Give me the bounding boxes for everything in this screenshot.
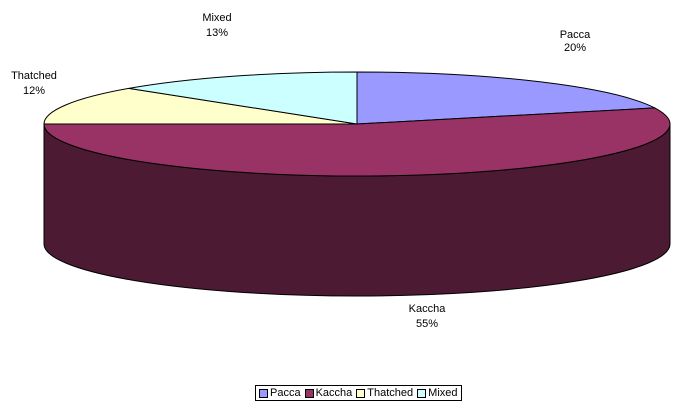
slice-label-kaccha-name: Kaccha: [409, 303, 447, 315]
slice-label-mixed-name: Mixed: [202, 12, 231, 24]
legend-label-thatched: Thatched: [367, 387, 414, 399]
pie-slice-pacca: [356, 71, 657, 125]
pie-slice-mixed: [128, 71, 358, 125]
slice-label-pacca-name: Pacca: [560, 29, 591, 41]
legend-label-pacca: Pacca: [270, 387, 301, 399]
slice-label-thatched-name: Thatched: [11, 70, 57, 82]
legend-swatch-kaccha: [304, 388, 314, 398]
legend-item-thatched: Thatched: [356, 387, 413, 399]
legend-item-kaccha: Kaccha: [304, 387, 353, 399]
slice-label-mixed-percent: 13%: [206, 27, 228, 39]
legend-label-kaccha: Kaccha: [315, 387, 353, 399]
legend-label-mixed: Mixed: [428, 387, 458, 399]
pie-top-slices: [43, 71, 671, 177]
slice-label-thatched-percent: 12%: [23, 85, 45, 97]
legend-item-mixed: Mixed: [417, 387, 458, 399]
legend-item-pacca: Pacca: [259, 387, 301, 399]
slice-label-pacca-percent: 20%: [564, 42, 586, 54]
legend-swatch-thatched: [356, 388, 366, 398]
pie-slice-kaccha: [43, 107, 671, 177]
slice-label-kaccha-percent: 55%: [416, 318, 438, 330]
legend-swatch-pacca: [259, 388, 268, 398]
chart-legend: Pacca Kaccha Thatched Mixed: [255, 385, 462, 401]
legend-swatch-mixed: [417, 388, 427, 398]
pie-slice-thatched: [43, 87, 358, 125]
